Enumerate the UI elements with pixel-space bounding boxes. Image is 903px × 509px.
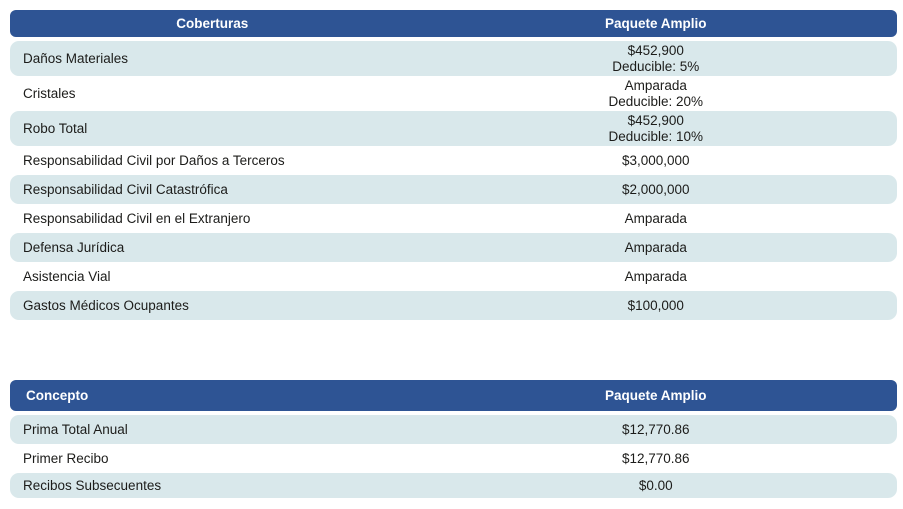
coverages-table: Coberturas Paquete Amplio Daños Material…: [10, 10, 897, 320]
pricing-table: Concepto Paquete Amplio Prima Total Anua…: [10, 380, 897, 498]
row-label: Defensa Jurídica: [23, 240, 125, 255]
row-value-deductible: Deducible: 10%: [608, 128, 704, 144]
row-value-amount: Amparada: [624, 77, 687, 93]
row-value-amount: $100,000: [627, 298, 684, 313]
row-value-amount: $2,000,000: [621, 182, 690, 197]
row-label: Prima Total Anual: [23, 422, 128, 437]
coverages-header-label: Coberturas: [176, 16, 249, 31]
row-value: $100,000: [414, 298, 897, 313]
row-value-deductible: Deducible: 20%: [608, 93, 704, 109]
table-row: Responsabilidad Civil por Daños a Tercer…: [10, 146, 897, 175]
table-row: Cristales Amparada Deducible: 20%: [10, 76, 897, 111]
pricing-header-label: Concepto: [26, 388, 89, 403]
row-value: Amparada: [414, 240, 897, 255]
row-label: Recibos Subsecuentes: [23, 478, 162, 493]
row-value-deductible: Deducible: 5%: [612, 58, 700, 74]
coverages-header-row: Coberturas Paquete Amplio: [10, 10, 897, 37]
table-row: Prima Total Anual $12,770.86: [10, 415, 897, 444]
pricing-header-package: Paquete Amplio: [604, 388, 707, 403]
row-label: Cristales: [23, 86, 76, 101]
row-label: Responsabilidad Civil en el Extranjero: [23, 211, 251, 226]
row-label: Responsabilidad Civil por Daños a Tercer…: [23, 153, 285, 168]
row-value: $12,770.86: [414, 451, 897, 466]
coverages-body: Daños Materiales $452,900 Deducible: 5% Cri…: [10, 41, 897, 320]
row-value-amount: $12,770.86: [621, 451, 690, 466]
row-value: $0.00: [414, 478, 897, 493]
row-value: Amparada: [414, 211, 897, 226]
row-value-amount: Amparada: [624, 269, 687, 284]
table-row: Primer Recibo $12,770.86: [10, 444, 897, 473]
row-label: Daños Materiales: [23, 51, 129, 66]
table-row: Robo Total $452,900 Deducible: 10%: [10, 111, 897, 146]
row-label: Responsabilidad Civil Catastrófica: [23, 182, 228, 197]
row-value-amount: $12,770.86: [621, 422, 690, 437]
row-value-amount: Amparada: [624, 240, 687, 255]
row-value-amount: $0.00: [638, 478, 673, 493]
row-value: Amparada Deducible: 20%: [414, 78, 897, 110]
row-label: Gastos Médicos Ocupantes: [23, 298, 189, 313]
table-row: Responsabilidad Civil Catastrófica $2,000…: [10, 175, 897, 204]
row-label: Primer Recibo: [23, 451, 109, 466]
quote-summary: Coberturas Paquete Amplio Daños Material…: [10, 10, 897, 498]
row-value-amount: $452,900: [627, 42, 684, 58]
table-row: Defensa Jurídica Amparada: [10, 233, 897, 262]
table-row: Daños Materiales $452,900 Deducible: 5%: [10, 41, 897, 76]
table-row: Responsabilidad Civil en el Extranjero Am…: [10, 204, 897, 233]
row-value: Amparada: [414, 269, 897, 284]
row-value-amount: Amparada: [624, 211, 687, 226]
row-value: $3,000,000: [414, 153, 897, 168]
row-value: $452,900 Deducible: 5%: [414, 43, 897, 75]
coverages-header-package: Paquete Amplio: [604, 16, 707, 31]
row-value: $12,770.86: [414, 422, 897, 437]
pricing-body: Prima Total Anual $12,770.86 Primer Recibo…: [10, 415, 897, 498]
row-value-amount: $452,900: [627, 112, 684, 128]
row-value: $452,900 Deducible: 10%: [414, 113, 897, 145]
table-row: Asistencia Vial Amparada: [10, 262, 897, 291]
row-label: Asistencia Vial: [23, 269, 111, 284]
pricing-header-row: Concepto Paquete Amplio: [10, 380, 897, 411]
row-label: Robo Total: [23, 121, 88, 136]
table-row: Gastos Médicos Ocupantes $100,000: [10, 291, 897, 320]
table-row: Recibos Subsecuentes $0.00: [10, 473, 897, 498]
row-value-amount: $3,000,000: [621, 153, 690, 168]
row-value: $2,000,000: [414, 182, 897, 197]
